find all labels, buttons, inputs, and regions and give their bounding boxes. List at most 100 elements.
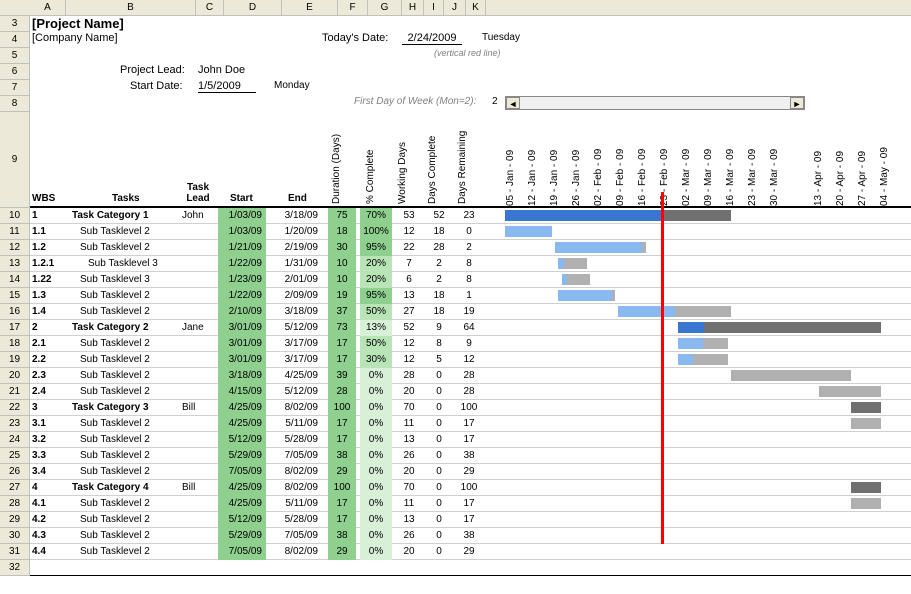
row-header-26[interactable]: 26 (0, 464, 30, 480)
dr-cell: 17 (456, 416, 482, 432)
table-row[interactable]: 1Task Category 1John1/03/093/18/097570%5… (30, 208, 911, 224)
table-row[interactable]: 1.2Sub Tasklevel 21/21/092/19/093095%222… (30, 240, 911, 256)
dur-cell: 18 (328, 224, 356, 240)
table-row[interactable]: 2.2Sub Tasklevel 23/01/093/17/091730%125… (30, 352, 911, 368)
col-header-K[interactable]: K (466, 0, 486, 15)
dr-cell: 38 (456, 448, 482, 464)
row-header-19[interactable]: 19 (0, 352, 30, 368)
row-header-6[interactable]: 6 (0, 64, 30, 80)
table-row[interactable]: 2Task Category 2Jane3/01/095/12/097313%5… (30, 320, 911, 336)
row-header-10[interactable]: 10 (0, 208, 30, 224)
table-row[interactable]: 3.4Sub Tasklevel 27/05/098/02/09290%2002… (30, 464, 911, 480)
task-cell: Sub Tasklevel 2 (72, 224, 194, 240)
row-header-18[interactable]: 18 (0, 336, 30, 352)
row-header-17[interactable]: 17 (0, 320, 30, 336)
col-header-G[interactable]: G (368, 0, 402, 15)
col-header-A[interactable]: A (30, 0, 66, 15)
row-header-30[interactable]: 30 (0, 528, 30, 544)
scroll-right-icon[interactable]: ► (790, 97, 804, 109)
gantt-bar (505, 496, 911, 512)
col-header-E[interactable]: E (282, 0, 338, 15)
dr-cell: 17 (456, 432, 482, 448)
row-header-20[interactable]: 20 (0, 368, 30, 384)
row-header-5[interactable]: 5 (0, 48, 30, 64)
today-value[interactable]: 2/24/2009 (402, 32, 462, 45)
start-cell: 1/23/09 (218, 272, 266, 288)
lead-cell (182, 304, 222, 320)
table-row[interactable]: 4.4Sub Tasklevel 27/05/098/02/09290%2002… (30, 544, 911, 560)
row-header-21[interactable]: 21 (0, 384, 30, 400)
table-row[interactable]: 3Task Category 3Bill4/25/098/02/091000%7… (30, 400, 911, 416)
wd-cell: 13 (396, 512, 422, 528)
table-row[interactable]: 4.2Sub Tasklevel 25/12/095/28/09170%1301… (30, 512, 911, 528)
col-header-C[interactable]: C (196, 0, 224, 15)
row-header-8[interactable]: 8 (0, 96, 30, 112)
wd-cell: 52 (396, 320, 422, 336)
end-cell: 5/12/09 (274, 384, 322, 400)
col-header-I[interactable]: I (424, 0, 444, 15)
dur-cell: 38 (328, 528, 356, 544)
col-header-H[interactable]: H (402, 0, 424, 15)
table-row[interactable]: 4.3Sub Tasklevel 25/29/097/05/09380%2603… (30, 528, 911, 544)
dc-cell: 0 (426, 528, 452, 544)
col-header-B[interactable]: B (66, 0, 196, 15)
table-row[interactable]: 4.1Sub Tasklevel 24/25/095/11/09170%1101… (30, 496, 911, 512)
lead-cell: Bill (182, 480, 222, 496)
dur-cell: 100 (328, 480, 356, 496)
row-header-12[interactable]: 12 (0, 240, 30, 256)
lead-value[interactable]: John Doe (198, 64, 245, 76)
row-header-32[interactable]: 32 (0, 560, 30, 576)
col-header-J[interactable]: J (444, 0, 466, 15)
row-header-29[interactable]: 29 (0, 512, 30, 528)
lead-cell (182, 384, 222, 400)
wbs-cell: 2.3 (32, 368, 66, 384)
row-header-31[interactable]: 31 (0, 544, 30, 560)
row-header-4[interactable]: 4 (0, 32, 30, 48)
table-row[interactable]: 2.3Sub Tasklevel 23/18/094/25/09390%2802… (30, 368, 911, 384)
table-row[interactable]: 3.2Sub Tasklevel 25/12/095/28/09170%1301… (30, 432, 911, 448)
start-cell: 4/25/09 (218, 400, 266, 416)
gantt-bar (505, 224, 911, 240)
row-header-16[interactable]: 16 (0, 304, 30, 320)
col-header-D[interactable]: D (224, 0, 282, 15)
row-header-15[interactable]: 15 (0, 288, 30, 304)
company-name[interactable]: [Company Name] (30, 32, 118, 44)
row-header-28[interactable]: 28 (0, 496, 30, 512)
row-header-22[interactable]: 22 (0, 400, 30, 416)
row-header-14[interactable]: 14 (0, 272, 30, 288)
table-row[interactable]: 3.3Sub Tasklevel 25/29/097/05/09380%2603… (30, 448, 911, 464)
gantt-scroll-bar[interactable]: ◄ ► (505, 96, 805, 110)
table-row[interactable]: 1.2.1Sub Tasklevel 31/22/091/31/091020%7… (30, 256, 911, 272)
start-value[interactable]: 1/5/2009 (198, 80, 256, 93)
table-row[interactable]: 4Task Category 4Bill4/25/098/02/091000%7… (30, 480, 911, 496)
gantt-bar (505, 336, 911, 352)
row-header-9[interactable]: 9 (0, 112, 30, 208)
gantt-bar (505, 256, 911, 272)
project-name[interactable]: [Project Name] (30, 16, 124, 31)
row-headers: 3456789101112131415161718192021222324252… (0, 16, 30, 576)
wbs-cell: 2.2 (32, 352, 66, 368)
table-row[interactable]: 1.22Sub Tasklevel 31/23/092/01/091020%62… (30, 272, 911, 288)
scroll-left-icon[interactable]: ◄ (506, 97, 520, 109)
row-header-3[interactable]: 3 (0, 16, 30, 32)
row-header-27[interactable]: 27 (0, 480, 30, 496)
wbs-cell: 4.1 (32, 496, 66, 512)
table-row[interactable]: 2.4Sub Tasklevel 24/15/095/12/09280%2002… (30, 384, 911, 400)
wd-cell: 70 (396, 400, 422, 416)
row-header-11[interactable]: 11 (0, 224, 30, 240)
row-header-24[interactable]: 24 (0, 432, 30, 448)
row-header-23[interactable]: 23 (0, 416, 30, 432)
start-cell: 1/03/09 (218, 224, 266, 240)
dr-cell: 17 (456, 512, 482, 528)
table-row[interactable]: 3.1Sub Tasklevel 24/25/095/11/09170%1101… (30, 416, 911, 432)
dr-cell: 23 (456, 208, 482, 224)
row-header-7[interactable]: 7 (0, 80, 30, 96)
table-row[interactable]: 1.3Sub Tasklevel 21/22/092/09/091995%131… (30, 288, 911, 304)
table-row[interactable]: 1.1Sub Tasklevel 21/03/091/20/0918100%12… (30, 224, 911, 240)
row-header-25[interactable]: 25 (0, 448, 30, 464)
pct-cell: 0% (360, 416, 392, 432)
col-header-F[interactable]: F (338, 0, 368, 15)
row-header-13[interactable]: 13 (0, 256, 30, 272)
table-row[interactable]: 1.4Sub Tasklevel 22/10/093/18/093750%271… (30, 304, 911, 320)
table-row[interactable]: 2.1Sub Tasklevel 23/01/093/17/091750%128… (30, 336, 911, 352)
